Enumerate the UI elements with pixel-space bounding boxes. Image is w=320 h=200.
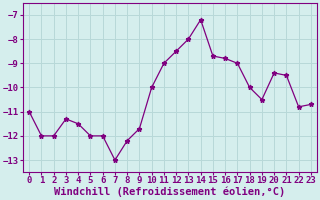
X-axis label: Windchill (Refroidissement éolien,°C): Windchill (Refroidissement éolien,°C) — [54, 187, 286, 197]
